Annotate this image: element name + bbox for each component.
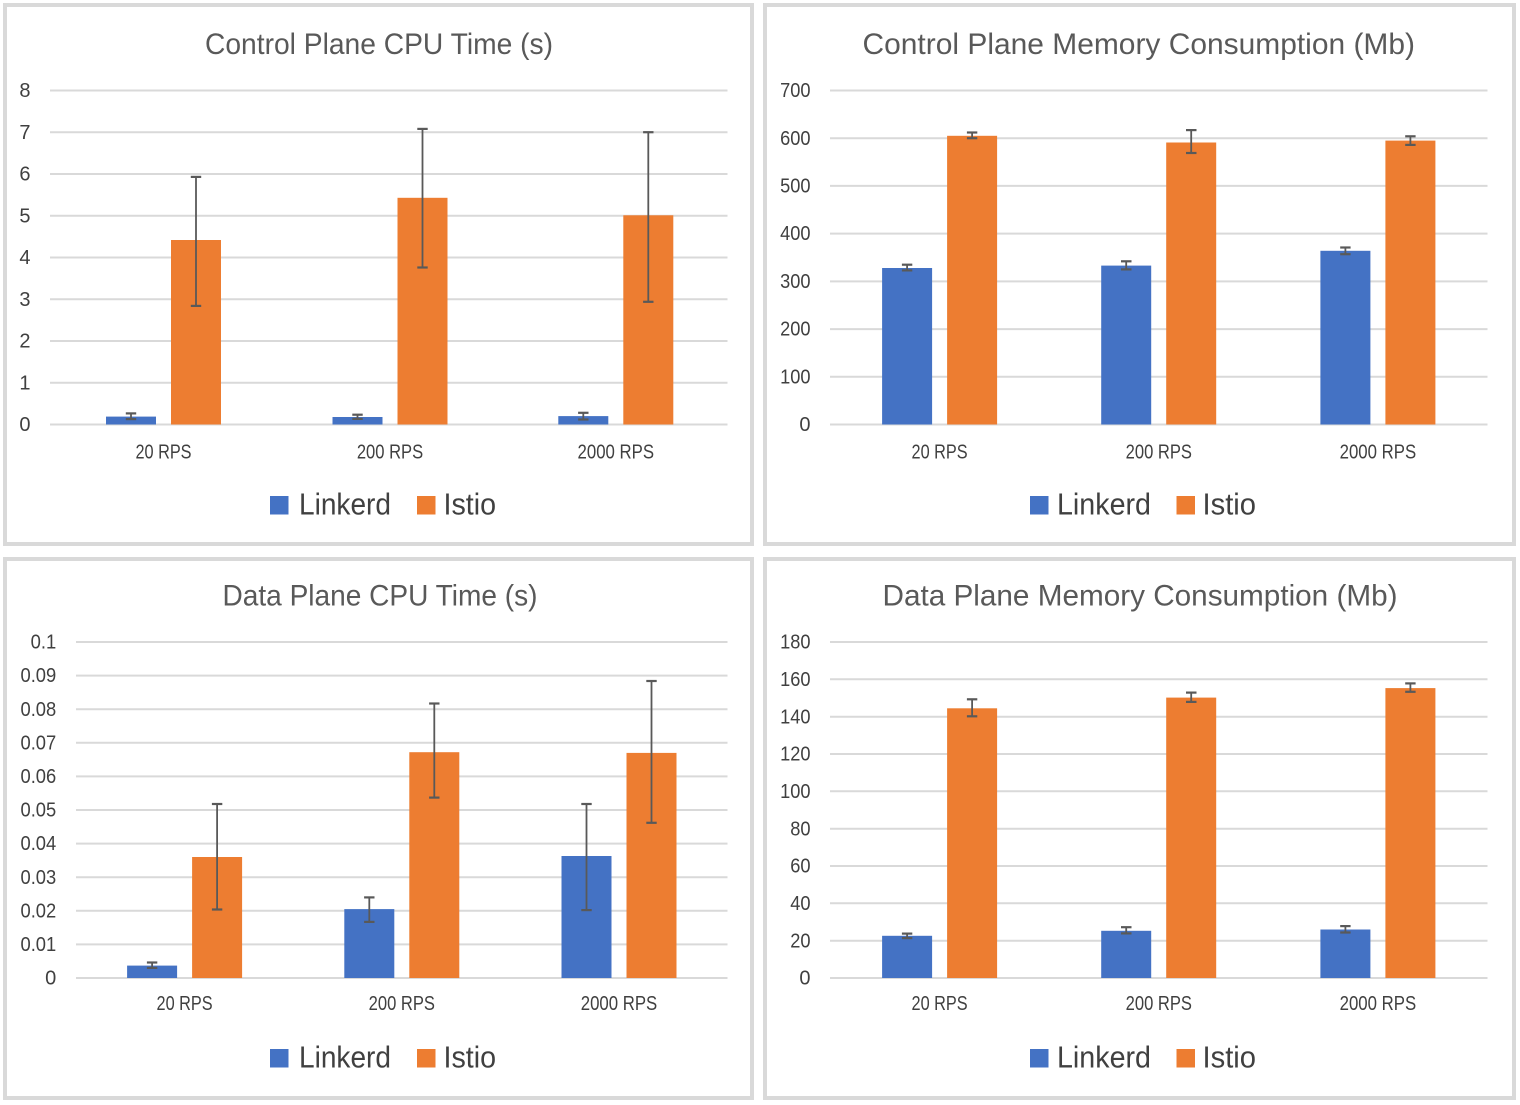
svg-text:20 RPS: 20 RPS (912, 442, 968, 464)
svg-text:140: 140 (780, 706, 810, 728)
svg-text:Istio: Istio (1203, 487, 1257, 522)
svg-text:20: 20 (790, 930, 810, 952)
svg-text:0: 0 (45, 968, 56, 990)
svg-text:100: 100 (780, 781, 810, 803)
svg-text:Data Plane Memory Consumption: Data Plane Memory Consumption (Mb) (883, 580, 1398, 613)
svg-text:600: 600 (780, 128, 810, 150)
svg-text:2000 RPS: 2000 RPS (1340, 993, 1417, 1015)
svg-text:0.04: 0.04 (21, 833, 57, 855)
svg-text:Linkerd: Linkerd (299, 1040, 391, 1075)
svg-text:160: 160 (780, 669, 810, 691)
svg-text:100: 100 (780, 366, 810, 388)
svg-text:0.06: 0.06 (21, 766, 57, 788)
svg-text:20 RPS: 20 RPS (135, 442, 191, 464)
svg-text:700: 700 (780, 80, 810, 102)
svg-text:0: 0 (19, 414, 30, 436)
svg-text:Istio: Istio (1203, 1040, 1257, 1075)
svg-text:60: 60 (790, 856, 810, 878)
svg-text:Linkerd: Linkerd (1057, 1040, 1151, 1075)
svg-text:0.05: 0.05 (21, 800, 57, 822)
svg-text:Control Plane Memory Consumpti: Control Plane Memory Consumption (Mb) (863, 28, 1416, 61)
svg-text:2: 2 (19, 331, 30, 353)
svg-text:20 RPS: 20 RPS (157, 993, 213, 1015)
svg-text:40: 40 (790, 893, 810, 915)
svg-text:Control Plane CPU Time (s): Control Plane CPU Time (s) (205, 28, 553, 61)
svg-text:80: 80 (790, 818, 810, 840)
svg-text:2000 RPS: 2000 RPS (581, 993, 658, 1015)
svg-text:0.1: 0.1 (31, 632, 57, 654)
svg-text:7: 7 (19, 122, 30, 144)
svg-text:180: 180 (780, 632, 810, 654)
svg-text:200: 200 (780, 319, 810, 341)
svg-text:0.03: 0.03 (21, 867, 57, 889)
svg-text:20 RPS: 20 RPS (912, 993, 968, 1015)
svg-text:200 RPS: 200 RPS (369, 993, 435, 1015)
svg-text:8: 8 (19, 80, 30, 102)
svg-text:Istio: Istio (444, 487, 497, 522)
svg-text:Data Plane CPU Time (s): Data Plane CPU Time (s) (223, 580, 538, 613)
svg-text:0: 0 (799, 968, 810, 990)
svg-text:1: 1 (19, 372, 30, 394)
svg-text:3: 3 (19, 289, 30, 311)
svg-text:0.07: 0.07 (21, 732, 57, 754)
svg-text:Istio: Istio (444, 1040, 497, 1075)
svg-text:200 RPS: 200 RPS (1126, 442, 1192, 464)
svg-text:200 RPS: 200 RPS (357, 442, 423, 464)
svg-text:6: 6 (19, 164, 30, 186)
svg-text:Linkerd: Linkerd (1057, 487, 1151, 522)
svg-text:400: 400 (780, 223, 810, 245)
svg-text:120: 120 (780, 744, 810, 766)
svg-text:300: 300 (780, 271, 810, 293)
svg-text:0: 0 (799, 414, 810, 436)
svg-text:0.08: 0.08 (21, 699, 57, 721)
svg-text:0.09: 0.09 (21, 665, 57, 687)
svg-text:0.02: 0.02 (21, 900, 57, 922)
svg-text:500: 500 (780, 176, 810, 198)
svg-text:5: 5 (19, 205, 30, 227)
svg-text:Linkerd: Linkerd (299, 487, 391, 522)
svg-text:2000 RPS: 2000 RPS (578, 442, 655, 464)
svg-text:4: 4 (19, 247, 30, 269)
svg-text:0.01: 0.01 (21, 934, 57, 956)
svg-text:2000 RPS: 2000 RPS (1340, 442, 1417, 464)
svg-text:200 RPS: 200 RPS (1126, 993, 1192, 1015)
